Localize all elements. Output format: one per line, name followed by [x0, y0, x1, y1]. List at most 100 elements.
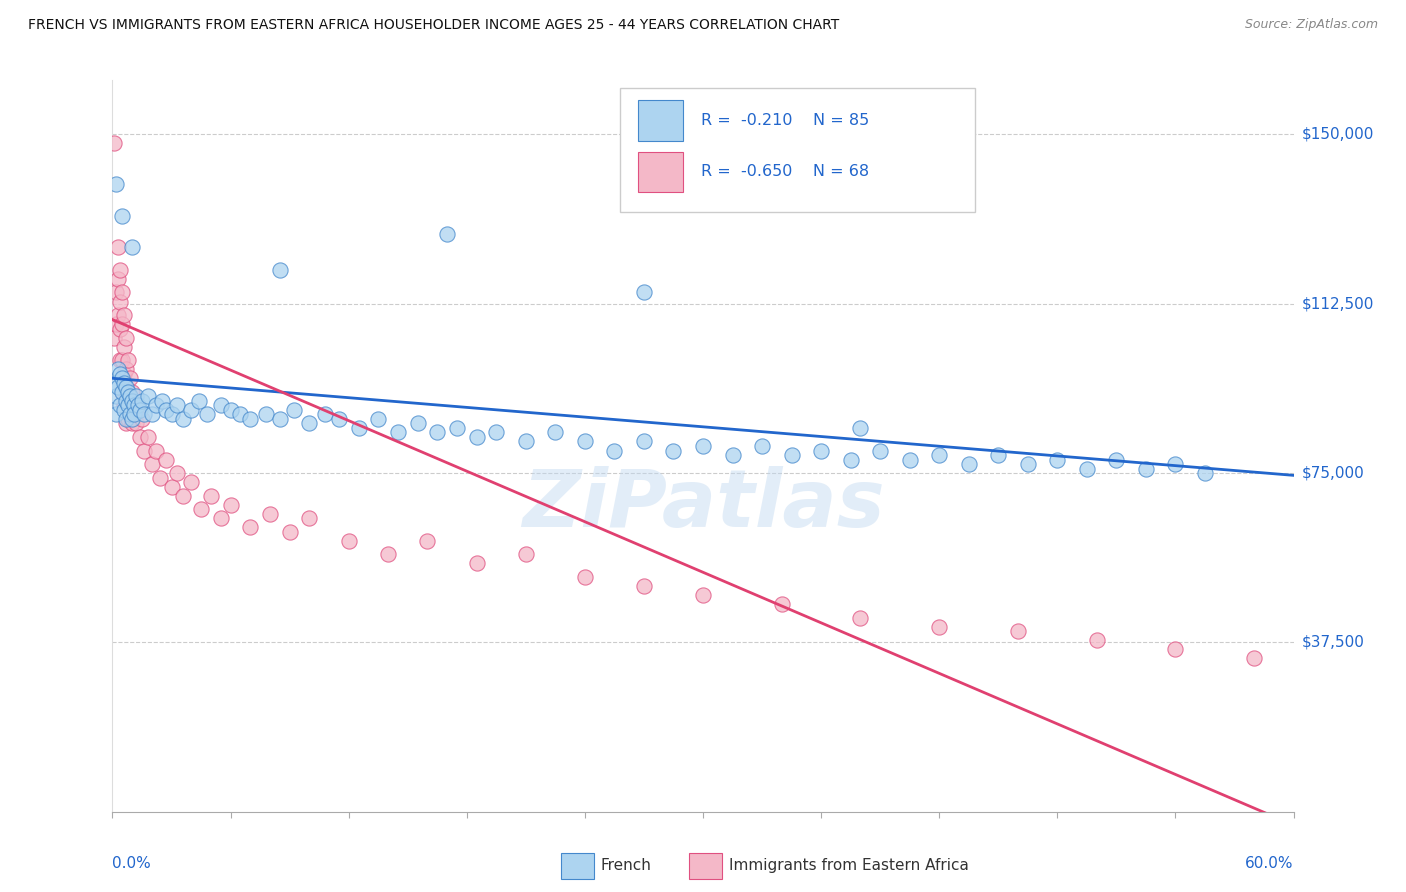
- Point: [112, 403, 135, 417]
- Point: [105, 177, 128, 191]
- Point: [278, 524, 301, 539]
- Text: R =  -0.210    N = 85: R = -0.210 N = 85: [700, 113, 869, 128]
- Point: [121, 384, 143, 399]
- Bar: [689, 854, 721, 879]
- Point: [136, 430, 159, 444]
- Point: [180, 475, 202, 489]
- Point: [160, 408, 183, 422]
- Point: [107, 362, 129, 376]
- Point: [129, 430, 152, 444]
- Point: [259, 507, 281, 521]
- Point: [120, 403, 142, 417]
- Point: [132, 443, 155, 458]
- Point: [283, 403, 305, 417]
- Point: [110, 294, 132, 309]
- Text: $37,500: $37,500: [1302, 635, 1365, 650]
- Point: [107, 380, 129, 394]
- Point: [120, 371, 142, 385]
- Text: ZiPatlas: ZiPatlas: [522, 466, 884, 543]
- Point: [436, 227, 458, 241]
- Point: [239, 412, 262, 426]
- Point: [112, 367, 135, 381]
- Point: [1135, 461, 1157, 475]
- Text: $75,000: $75,000: [1302, 466, 1365, 481]
- Point: [692, 439, 714, 453]
- Point: [120, 408, 142, 422]
- Point: [127, 398, 149, 412]
- Point: [125, 389, 148, 403]
- Point: [149, 470, 172, 484]
- Point: [1194, 466, 1216, 480]
- Point: [112, 308, 135, 322]
- Point: [298, 511, 321, 525]
- Point: [209, 398, 232, 412]
- Point: [125, 417, 148, 431]
- Text: Source: ZipAtlas.com: Source: ZipAtlas.com: [1244, 18, 1378, 31]
- Point: [314, 408, 336, 422]
- Point: [603, 443, 626, 458]
- Point: [209, 511, 232, 525]
- Point: [574, 434, 596, 449]
- Point: [180, 403, 202, 417]
- Point: [111, 317, 134, 331]
- Point: [122, 398, 145, 412]
- Point: [117, 384, 139, 399]
- Point: [110, 353, 132, 368]
- Point: [406, 417, 429, 431]
- Point: [160, 480, 183, 494]
- Point: [115, 393, 138, 408]
- Point: [515, 434, 537, 449]
- Point: [1007, 624, 1029, 639]
- Text: FRENCH VS IMMIGRANTS FROM EASTERN AFRICA HOUSEHOLDER INCOME AGES 25 - 44 YEARS C: FRENCH VS IMMIGRANTS FROM EASTERN AFRICA…: [28, 18, 839, 32]
- Point: [1085, 633, 1108, 648]
- Point: [121, 417, 143, 431]
- Point: [112, 398, 135, 412]
- Point: [110, 367, 132, 381]
- Point: [112, 340, 135, 354]
- Point: [721, 448, 744, 462]
- Point: [111, 353, 134, 368]
- Point: [190, 502, 212, 516]
- Point: [145, 443, 167, 458]
- Point: [770, 597, 793, 611]
- Point: [110, 398, 132, 412]
- Point: [155, 452, 177, 467]
- Point: [869, 443, 891, 458]
- Point: [107, 240, 129, 254]
- Point: [103, 136, 125, 151]
- Point: [115, 380, 138, 394]
- Point: [254, 408, 277, 422]
- Point: [849, 421, 872, 435]
- Point: [1164, 642, 1187, 657]
- Point: [662, 443, 685, 458]
- Point: [485, 425, 508, 440]
- Bar: [638, 101, 683, 141]
- Point: [1076, 461, 1098, 475]
- Point: [269, 263, 291, 277]
- Point: [117, 384, 139, 399]
- Point: [269, 412, 291, 426]
- Text: R =  -0.650    N = 68: R = -0.650 N = 68: [700, 164, 869, 179]
- Point: [111, 209, 134, 223]
- Point: [751, 439, 773, 453]
- Point: [150, 393, 173, 408]
- Point: [141, 457, 163, 471]
- Point: [633, 579, 655, 593]
- Point: [515, 547, 537, 561]
- Point: [1164, 457, 1187, 471]
- Point: [141, 408, 163, 422]
- Point: [110, 321, 132, 335]
- Point: [115, 412, 138, 426]
- Point: [107, 308, 129, 322]
- Point: [115, 389, 138, 403]
- Point: [544, 425, 567, 440]
- Point: [117, 353, 139, 368]
- Point: [131, 393, 153, 408]
- Point: [195, 408, 218, 422]
- Point: [132, 408, 155, 422]
- Point: [111, 384, 134, 399]
- Point: [111, 384, 134, 399]
- Point: [367, 412, 389, 426]
- Point: [115, 417, 138, 431]
- Point: [145, 398, 167, 412]
